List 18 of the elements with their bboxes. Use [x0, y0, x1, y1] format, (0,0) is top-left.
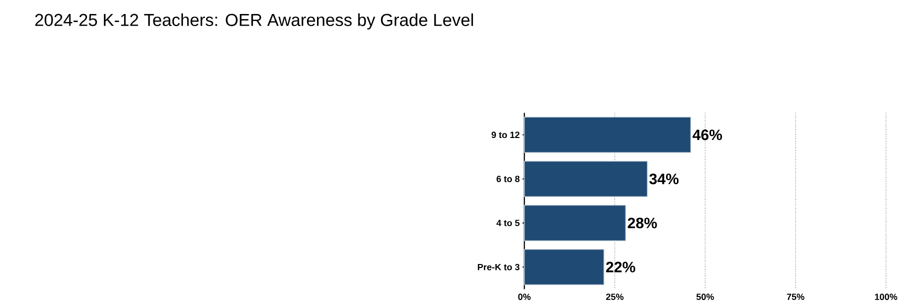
bar [524, 205, 626, 242]
bar [524, 117, 692, 154]
text: 2024-25 K-12 Teachers: OER Awareness by Grade Level [35, 14, 473, 30]
data-label: 22% [606, 262, 636, 273]
bar [524, 249, 604, 286]
data-label: 46% [692, 130, 722, 140]
x-tick-label: 50% [696, 294, 714, 300]
x-tick-label: 0% [518, 294, 531, 300]
y-tick-label: 4 to 5 [496, 220, 520, 226]
x-tick-label: 100% [875, 294, 898, 300]
x-tick-label: 25% [606, 294, 624, 300]
y-tick-label: 9 to 12 [492, 132, 520, 138]
y-tick-label: 6 to 8 [496, 176, 520, 182]
x-tick-label: 75% [786, 294, 804, 300]
y-tick-label: Pre-K to 3 [478, 264, 520, 271]
bar [524, 161, 648, 198]
data-label: 34% [649, 174, 679, 184]
data-label: 28% [628, 218, 657, 229]
